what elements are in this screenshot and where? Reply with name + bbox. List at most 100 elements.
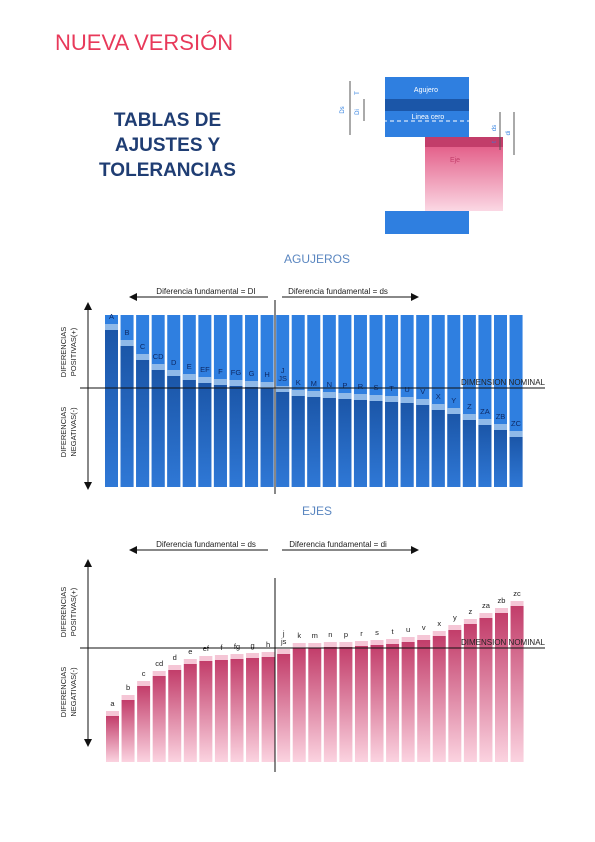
- shaft-column: [401, 642, 415, 762]
- position-label: n: [328, 630, 332, 639]
- shaft-column: [246, 658, 260, 762]
- tolerance-band: [385, 396, 399, 402]
- position-label: B: [125, 328, 130, 337]
- tolerance-band: [308, 643, 322, 648]
- label: Ds: [340, 106, 346, 113]
- hole-dark: [400, 403, 414, 487]
- label: Agujero: [414, 87, 438, 94]
- section-title: AGUJEROS: [284, 252, 350, 266]
- tolerance-band: [462, 414, 476, 420]
- tolerance-band: [510, 601, 524, 606]
- tolerance-band: [167, 370, 181, 376]
- hole-dark: [260, 388, 274, 487]
- position-label: JS: [278, 374, 287, 383]
- title-line: AJUSTES Y: [114, 135, 221, 156]
- tolerance-band: [152, 671, 166, 676]
- shaft-column: [261, 657, 275, 762]
- hole-dark: [245, 387, 259, 487]
- hole-dark: [385, 402, 399, 487]
- shaft-column: [230, 659, 244, 762]
- zero-label: DIMENSION NOMINAL: [461, 638, 546, 647]
- tolerance-band: [246, 653, 260, 658]
- axis-label: DIFERENCIAS: [59, 327, 68, 377]
- tolerance-band: [447, 408, 461, 414]
- hole-dark: [462, 420, 476, 487]
- tolerance-band: [151, 364, 165, 370]
- shaft-column: [277, 654, 291, 762]
- shaft-column: [495, 613, 508, 762]
- position-label: zb: [498, 596, 506, 605]
- position-label: z: [469, 607, 473, 616]
- shaft-column: [137, 686, 151, 762]
- position-label: F: [218, 367, 223, 376]
- position-label: r: [360, 629, 363, 638]
- position-label: H: [264, 370, 269, 379]
- axis-label: NEGATIVAS(-): [69, 667, 78, 717]
- tolerance-band: [245, 381, 259, 387]
- tolerance-band: [137, 681, 151, 686]
- tolerance-band: [276, 386, 290, 392]
- tolerance-band: [495, 608, 508, 613]
- tolerance-band: [182, 374, 196, 380]
- tolerance-band: [121, 695, 135, 700]
- range-label: Diferencia fundamental = di: [289, 540, 387, 549]
- position-label: FG: [231, 368, 242, 377]
- position-label: d: [173, 653, 177, 662]
- position-label: j: [282, 629, 285, 638]
- label: T: [355, 91, 361, 95]
- hole-dark: [136, 360, 150, 487]
- position-label: k: [297, 631, 301, 640]
- position-label: M: [311, 379, 317, 388]
- position-label: R: [358, 382, 364, 391]
- position-label: t: [392, 627, 395, 636]
- range-label: Diferencia fundamental = ds: [156, 540, 256, 549]
- tolerance-band: [213, 379, 227, 385]
- fit-figure: Agujero Eje Linea cero Ds Di T ds di t: [340, 77, 520, 234]
- tolerance-band: [338, 393, 352, 399]
- axis-label: POSITIVAS(+): [69, 587, 78, 636]
- shaft-column: [463, 624, 477, 762]
- zero-label: DIMENSION NOMINAL: [461, 378, 546, 387]
- position-label: ZC: [511, 419, 522, 428]
- position-label: G: [249, 369, 255, 378]
- position-label: zc: [513, 589, 521, 598]
- hole-dark: [291, 396, 305, 487]
- hole-dark: [509, 437, 523, 487]
- range-label: Diferencia fundamental = ds: [288, 287, 388, 296]
- shaft-tolerance: [425, 137, 503, 147]
- position-label: fg: [234, 642, 240, 651]
- position-label: c: [142, 669, 146, 678]
- position-label: x: [437, 619, 441, 628]
- tolerance-band: [106, 711, 119, 716]
- shaft-column: [510, 606, 524, 762]
- tolerance-band: [401, 637, 415, 642]
- label: Eje: [450, 157, 460, 164]
- tolerance-band: [230, 654, 244, 659]
- position-label: g: [250, 641, 254, 650]
- tolerance-band: [323, 642, 337, 647]
- tolerance-band: [168, 665, 182, 670]
- tolerance-band: [229, 380, 243, 386]
- tolerance-band: [292, 643, 306, 648]
- shaft-column: [479, 618, 493, 762]
- axis-label: DIFERENCIAS: [59, 587, 68, 637]
- title-line: TOLERANCIAS: [99, 160, 236, 181]
- position-label: y: [453, 613, 457, 622]
- position-label: v: [422, 623, 426, 632]
- shaft-column: [168, 670, 182, 762]
- tolerance-band: [416, 399, 430, 405]
- shaft-block: [425, 137, 503, 211]
- hole-dark: [431, 410, 445, 487]
- hole-dark: [229, 386, 243, 487]
- shaft-column: [292, 648, 306, 762]
- label: di: [506, 131, 512, 136]
- position-label: m: [312, 631, 318, 640]
- position-label: E: [187, 362, 192, 371]
- position-label: h: [266, 640, 270, 649]
- shaft-column: [152, 676, 166, 762]
- position-label: e: [188, 647, 192, 656]
- badge: NUEVA VERSIÓN: [55, 30, 234, 55]
- tolerance-band: [353, 394, 367, 400]
